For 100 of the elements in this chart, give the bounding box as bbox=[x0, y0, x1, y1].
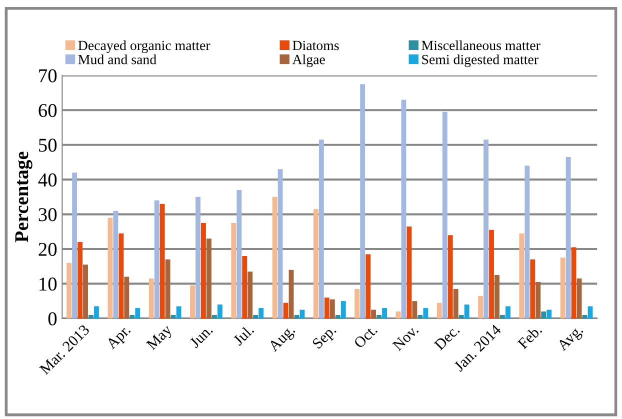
bar bbox=[541, 311, 546, 318]
bar bbox=[448, 235, 453, 318]
bar bbox=[371, 310, 376, 318]
x-tick-label: May bbox=[146, 324, 175, 353]
bar bbox=[88, 314, 94, 318]
x-tick-label: Avg. bbox=[556, 324, 586, 354]
bar bbox=[124, 276, 130, 318]
y-tick-label: 70 bbox=[39, 69, 57, 82]
bar bbox=[566, 157, 571, 318]
bar bbox=[176, 306, 182, 318]
bar bbox=[196, 196, 200, 318]
bar bbox=[212, 314, 217, 318]
bar bbox=[288, 270, 294, 318]
bar bbox=[396, 311, 401, 318]
bar bbox=[412, 301, 418, 318]
x-tick-label: Aug. bbox=[268, 324, 298, 354]
legend-label: Diatoms bbox=[292, 40, 339, 50]
bar bbox=[135, 308, 140, 318]
bar bbox=[72, 172, 78, 318]
bar bbox=[94, 306, 99, 318]
bar bbox=[376, 314, 382, 318]
bar bbox=[453, 288, 458, 318]
bar bbox=[354, 288, 360, 318]
bar bbox=[154, 200, 160, 318]
bar bbox=[340, 301, 346, 318]
bar bbox=[484, 140, 488, 318]
bar bbox=[148, 278, 154, 318]
y-tick-label: 60 bbox=[38, 104, 57, 118]
bar bbox=[442, 112, 448, 318]
legend-label: Decayed organic matter bbox=[78, 40, 210, 54]
legend-label: Mud and sand bbox=[78, 54, 156, 64]
bar bbox=[582, 314, 588, 318]
bar bbox=[506, 306, 510, 318]
bar bbox=[113, 210, 118, 318]
bar bbox=[108, 218, 113, 318]
bar bbox=[324, 298, 330, 318]
bar bbox=[272, 196, 278, 318]
bar bbox=[366, 254, 371, 318]
bar bbox=[248, 272, 253, 318]
bar bbox=[500, 314, 505, 318]
bar bbox=[253, 314, 258, 318]
y-tick-label: 0 bbox=[48, 312, 57, 326]
bar bbox=[401, 100, 406, 318]
legend-label: Semi digested matter bbox=[422, 54, 538, 68]
y-axis-title: Percentage bbox=[15, 152, 32, 242]
y-tick-label: 10 bbox=[40, 278, 57, 291]
bar bbox=[165, 259, 170, 318]
bar bbox=[160, 204, 165, 318]
bar bbox=[418, 314, 423, 318]
bar bbox=[489, 230, 494, 318]
bar bbox=[236, 190, 242, 318]
legend-label: Algae bbox=[292, 54, 325, 68]
y-tick-label: 30 bbox=[38, 208, 57, 222]
bar bbox=[519, 233, 524, 318]
bar bbox=[217, 304, 222, 318]
x-tick-label: Jul. bbox=[232, 324, 254, 346]
bar bbox=[242, 256, 248, 318]
bar bbox=[464, 304, 470, 318]
y-tick-label: 50 bbox=[39, 138, 57, 152]
y-tick-label: 40 bbox=[38, 173, 57, 187]
bar bbox=[231, 222, 236, 318]
bar bbox=[313, 209, 318, 318]
bar bbox=[478, 296, 484, 318]
bar bbox=[576, 278, 582, 318]
x-tick-label: Nov. bbox=[392, 324, 419, 352]
bar bbox=[335, 314, 340, 318]
x-tick-label: Feb. bbox=[516, 324, 542, 350]
legend-label: Miscellaneous matter bbox=[422, 40, 540, 50]
x-tick-label: Jun. bbox=[189, 324, 214, 348]
bar bbox=[258, 308, 264, 318]
bar bbox=[536, 282, 541, 318]
bar bbox=[524, 166, 530, 318]
bar bbox=[560, 258, 566, 318]
x-tick-label: Dec. bbox=[434, 324, 460, 351]
x-tick-label: Sep. bbox=[312, 324, 339, 352]
x-tick-label: Apr. bbox=[105, 324, 134, 352]
bar bbox=[83, 264, 88, 318]
bar bbox=[360, 84, 366, 318]
bar bbox=[78, 242, 82, 318]
bar bbox=[170, 314, 176, 318]
bar bbox=[66, 262, 72, 318]
bar bbox=[190, 285, 195, 318]
x-tick-label: Oct. bbox=[353, 324, 378, 349]
bar bbox=[546, 310, 552, 318]
bar bbox=[206, 238, 212, 318]
y-tick-label: 20 bbox=[38, 242, 57, 256]
bar bbox=[571, 247, 576, 318]
bar bbox=[436, 302, 442, 318]
bar bbox=[130, 314, 135, 318]
bar bbox=[318, 140, 324, 318]
bar bbox=[118, 233, 124, 318]
bar bbox=[278, 169, 283, 318]
bar bbox=[283, 302, 288, 318]
bar bbox=[458, 314, 464, 318]
bar bbox=[588, 306, 593, 318]
bar bbox=[423, 308, 428, 318]
bar bbox=[201, 222, 206, 318]
bar bbox=[530, 259, 536, 318]
bar bbox=[382, 308, 387, 318]
bar bbox=[330, 299, 335, 318]
